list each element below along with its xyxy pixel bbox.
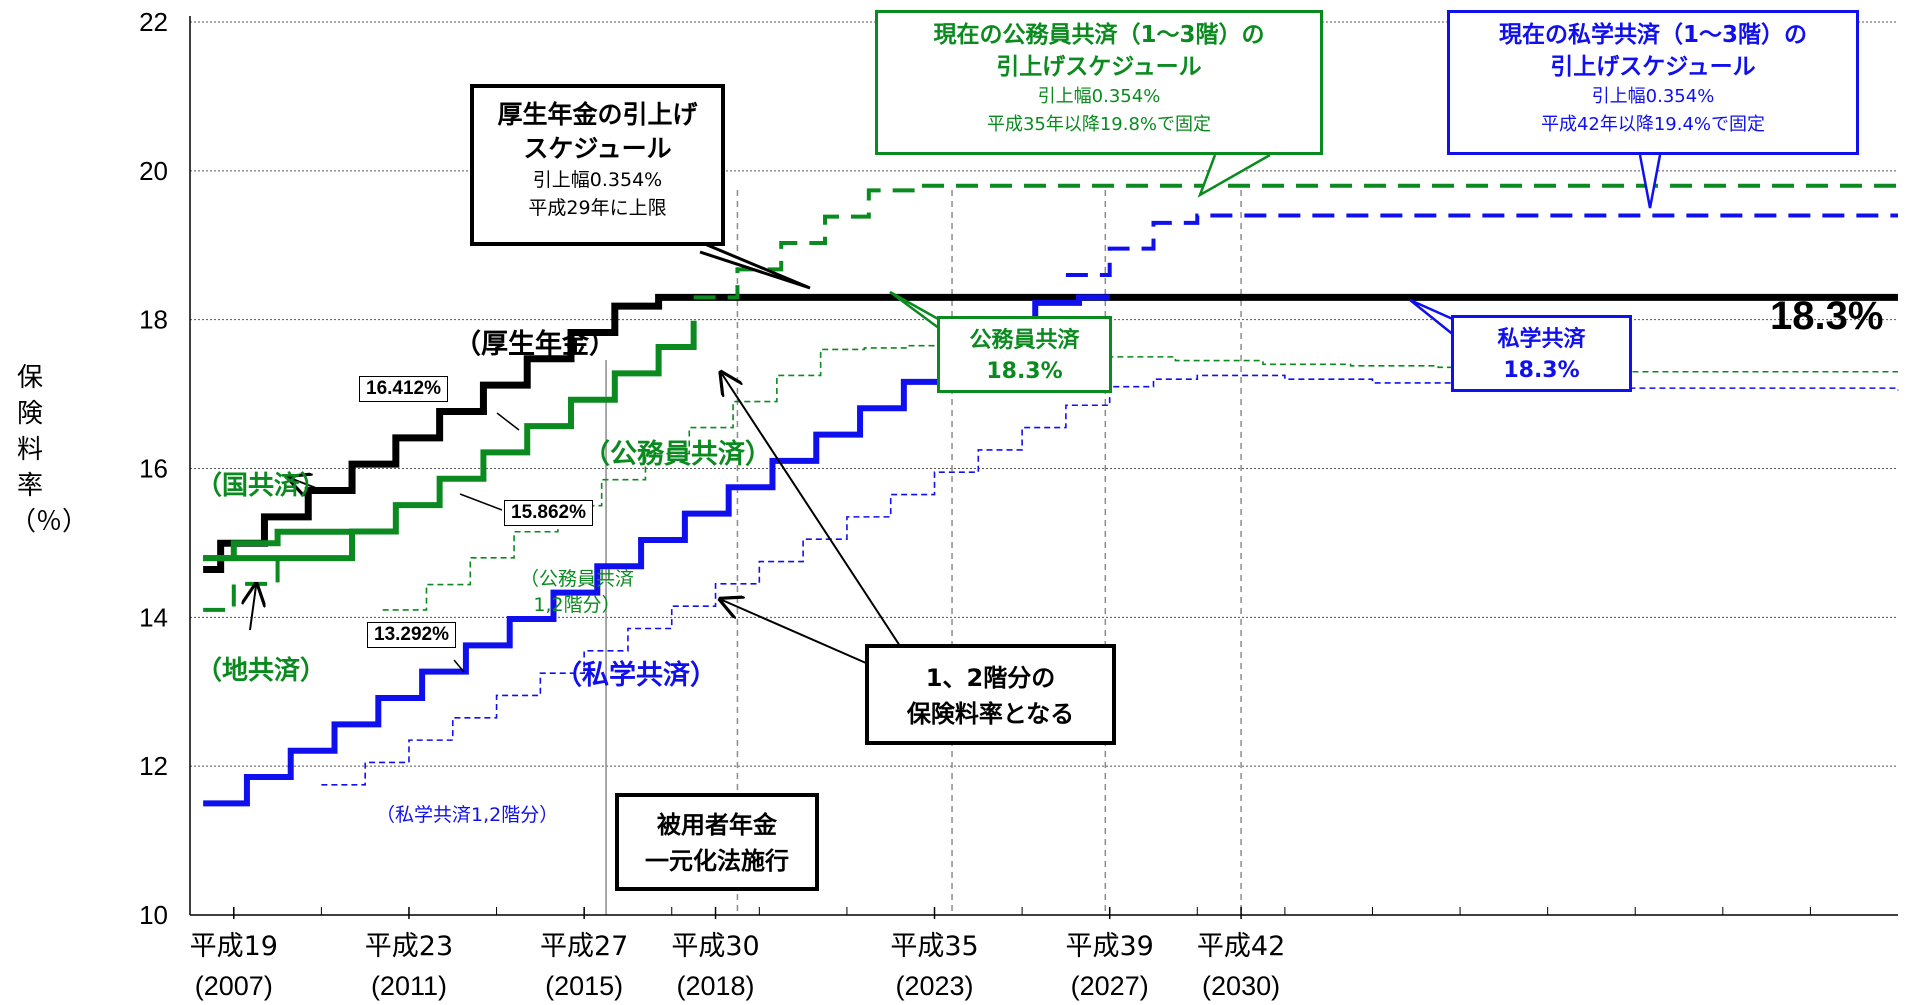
- label-shigaku: （私学共済）: [555, 660, 717, 691]
- x-tick-label: 平成19: [190, 931, 278, 962]
- series-line: [1065, 213, 1898, 278]
- pointer-shigaku-183: [1409, 298, 1461, 341]
- callout-kosei-line2: スケジュール: [523, 134, 672, 163]
- callout-komuin-now-line3: 引上幅0.354%: [1037, 86, 1161, 107]
- x-tick-sublabel: (2023): [895, 971, 973, 1001]
- x-tick-sublabel: (2018): [677, 971, 755, 1001]
- leader-15862: [459, 493, 503, 511]
- callout-komuin-now-line1: 現在の公務員共済（1～3階）の: [933, 22, 1265, 48]
- vertical-guide-lines: [605, 190, 1242, 915]
- arrow-rate12-komuin: [722, 374, 901, 647]
- arrow-kokukyo: [290, 478, 317, 488]
- pointer-shigaku-now: [1638, 154, 1662, 209]
- pointer-komuin-now: [1197, 153, 1271, 198]
- value-box-13292: 13.292%: [367, 622, 457, 648]
- callout-ichigen-line1: 被用者年金: [657, 811, 777, 839]
- y-tick-label: 22: [139, 7, 168, 37]
- pointer-kosei: [699, 240, 811, 290]
- label-chikyo: （地共済）: [196, 656, 327, 686]
- y-tick-label: 14: [139, 602, 168, 632]
- arrow-rate12-shigaku: [722, 600, 867, 664]
- x-tick-sublabel: (2011): [371, 971, 447, 1001]
- series-line: [203, 528, 356, 562]
- callout-shigaku-now-line1: 現在の私学共済（1～3階）の: [1498, 22, 1807, 48]
- callout-shigaku-183-line2: 18.3%: [1503, 358, 1580, 383]
- series-line: [203, 320, 697, 562]
- label-kosei: （厚生年金）: [454, 329, 616, 360]
- arrow-chikyo: [250, 586, 256, 631]
- callout-komuin-183: 公務員共済 18.3%: [937, 316, 1112, 393]
- leader-13292: [453, 659, 465, 673]
- value-box-16412: 16.412%: [359, 376, 449, 402]
- x-tick-label: 平成42: [1197, 931, 1285, 962]
- y-tick-label: 18: [139, 305, 168, 335]
- callout-komuin-now-line4: 平成35年以降19.8%で固定: [986, 114, 1212, 135]
- x-tick-sublabel: (2015): [545, 971, 623, 1001]
- label-komuin12: （公務員共済 1,2階分）: [520, 566, 634, 618]
- callout-komuin-now-line2: 引上げスケジュール: [996, 54, 1202, 80]
- x-tick-label: 平成39: [1066, 931, 1154, 962]
- y-axis-label: 保険料率（％）: [10, 363, 89, 537]
- x-tick-label: 平成30: [671, 931, 759, 962]
- callout-ichigen: 被用者年金 一元化法施行: [615, 793, 819, 891]
- axes: 10 12 14 16 18 20 22 平成19 (2007) 平成23 (2011) 平成27 (2…: [139, 7, 1898, 1001]
- callout-ichigen-line2: 一元化法施行: [645, 847, 789, 875]
- callout-shigaku-now-line3: 引上幅0.354%: [1591, 86, 1715, 107]
- label-final: 18.3%: [1770, 294, 1884, 338]
- series-lines: [203, 183, 1899, 807]
- callout-shigaku-now: 現在の私学共済（1～3階）の 引上げスケジュール 引上幅0.354% 平成42年…: [1447, 10, 1859, 155]
- series-line: [382, 344, 1898, 611]
- leader-16412: [496, 412, 520, 431]
- callout-rate-12-line2: 保険料率となる: [906, 700, 1075, 728]
- series-line: [321, 374, 1899, 786]
- callout-kosei-line1: 厚生年金の引上げ: [497, 100, 698, 129]
- callout-komuin-now: 現在の公務員共済（1～3階）の 引上げスケジュール 引上幅0.354% 平成35…: [875, 10, 1323, 155]
- label-komuin12-line2: 1,2階分）: [533, 594, 621, 616]
- y-tick-label: 20: [139, 156, 168, 186]
- callout-komuin-183-line2: 18.3%: [986, 359, 1063, 384]
- callout-rate-12-line1: 1、2階分の: [925, 664, 1056, 692]
- series-line: [693, 183, 1898, 300]
- x-tick-sublabel: (2007): [195, 971, 273, 1001]
- callout-kosei-line4: 平成29年に上限: [528, 197, 667, 219]
- callout-rate-12: 1、2階分の 保険料率となる: [865, 644, 1116, 745]
- label-komuin: （公務員共済）: [583, 439, 772, 470]
- callout-kosei-line3: 引上幅0.354%: [532, 169, 663, 191]
- label-shigaku12: （私学共済1,2階分）: [376, 804, 559, 826]
- x-tick-sublabel: (2030): [1202, 971, 1280, 1001]
- callout-shigaku-183: 私学共済 18.3%: [1451, 315, 1632, 392]
- y-tick-label: 16: [139, 454, 168, 484]
- x-tick-label: 平成23: [365, 931, 453, 962]
- label-kokukyo: （国共済）: [196, 471, 327, 501]
- y-tick-label: 12: [139, 751, 168, 781]
- callout-kosei-schedule: 厚生年金の引上げ スケジュール 引上幅0.354% 平成29年に上限: [470, 84, 725, 246]
- callout-shigaku-now-line2: 引上げスケジュール: [1550, 54, 1756, 80]
- callout-komuin-183-line1: 公務員共済: [969, 328, 1080, 353]
- callout-shigaku-now-line4: 平成42年以降19.4%で固定: [1540, 114, 1766, 135]
- series-line: [203, 293, 1898, 574]
- y-tick-label: 10: [139, 900, 168, 930]
- callout-shigaku-183-line1: 私学共済: [1497, 327, 1586, 352]
- label-komuin12-line1: （公務員共済: [520, 568, 635, 590]
- x-tick-label: 平成35: [890, 931, 978, 962]
- x-tick-label: 平成27: [540, 931, 628, 962]
- callout-pointers: [250, 91, 1821, 673]
- x-tick-sublabel: (2027): [1071, 971, 1149, 1001]
- value-box-15862: 15.862%: [504, 500, 594, 526]
